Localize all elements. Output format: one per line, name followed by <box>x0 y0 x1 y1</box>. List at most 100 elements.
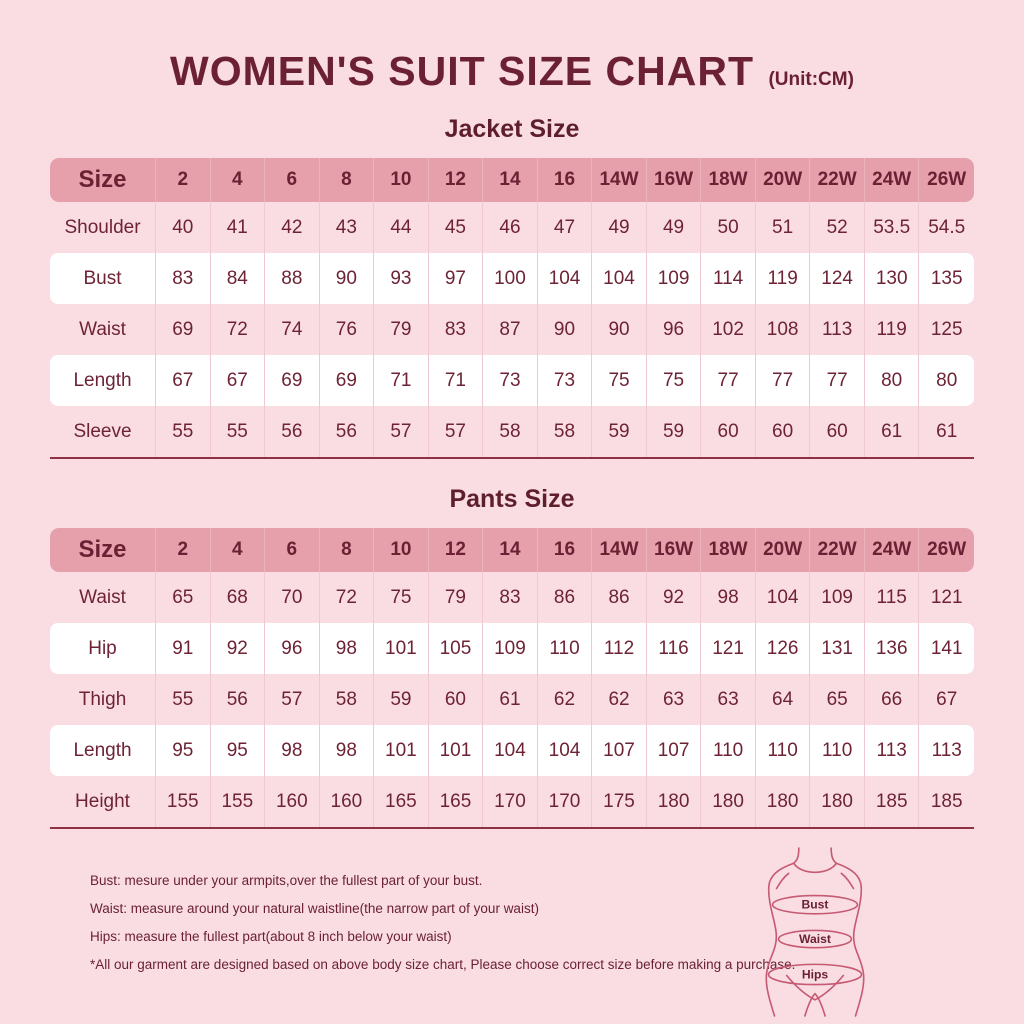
measurement-cell: 155 <box>211 776 266 827</box>
measurement-cell: 104 <box>592 253 647 304</box>
measurement-cell: 83 <box>483 572 538 623</box>
row-label-shoulder: Shoulder <box>50 202 156 253</box>
body-outline-illustration: Bust Waist Hips <box>765 847 865 1017</box>
size-header-label: Size <box>50 528 156 572</box>
row-label-waist: Waist <box>50 572 156 623</box>
measurement-cell: 64 <box>756 674 811 725</box>
size-column-header: 26W <box>919 528 974 572</box>
measurement-cell: 67 <box>936 688 958 710</box>
size-column-header: 10 <box>374 158 429 202</box>
note-waist: Waist: measure around your natural waist… <box>90 901 539 916</box>
measurement-cell: 102 <box>701 304 756 355</box>
measurement-cell: 61 <box>483 674 538 725</box>
measurement-cell: 50 <box>701 202 756 253</box>
measurement-cell: 97 <box>428 253 484 304</box>
size-column-header: 12 <box>428 158 484 202</box>
measurement-cell: 185 <box>930 790 963 812</box>
page-title: WOMEN'S SUIT SIZE CHART <box>170 48 755 94</box>
measurement-cell: 107 <box>646 725 702 776</box>
size-column-header: 4 <box>210 528 266 572</box>
measurement-cell: 59 <box>592 406 647 457</box>
measurement-cell: 49 <box>592 202 647 253</box>
size-column-header: 18W <box>701 158 756 202</box>
size-column-header: 20W <box>755 528 811 572</box>
unit-label: (Unit:CM) <box>768 69 854 90</box>
measurement-cell: 55 <box>211 406 266 457</box>
measurement-cell: 47 <box>538 202 593 253</box>
measurement-cell: 170 <box>538 776 593 827</box>
measurement-cell: 71 <box>374 355 429 406</box>
measurement-cell: 59 <box>647 406 702 457</box>
measurement-cell: 112 <box>592 623 647 674</box>
figure-waist-label: Waist <box>799 932 831 946</box>
size-column-header: 22W <box>810 158 865 202</box>
measurement-cell: 113 <box>864 725 920 776</box>
measurement-cell: 175 <box>592 776 647 827</box>
measurement-cell: 110 <box>810 725 865 776</box>
measurement-cell: 56 <box>211 674 266 725</box>
measurement-cell: 104 <box>537 725 593 776</box>
measurement-cell: 101 <box>374 623 429 674</box>
measurement-cell: 55 <box>156 674 211 725</box>
measurement-cell: 135 <box>919 253 974 304</box>
figure-bust-label: Bust <box>802 898 829 912</box>
measurement-cell: 98 <box>701 572 756 623</box>
row-label-length: Length <box>50 725 156 776</box>
measurement-cell: 49 <box>647 202 702 253</box>
measurement-cell: 86 <box>538 572 593 623</box>
row-label-height: Height <box>50 776 156 827</box>
measurement-cell: 95 <box>156 725 211 776</box>
measurement-cell: 110 <box>701 725 756 776</box>
measurement-cell: 61 <box>865 406 920 457</box>
size-column-header: 14 <box>483 528 538 572</box>
measurement-cell: 114 <box>701 253 756 304</box>
measurement-cell: 110 <box>537 623 593 674</box>
measurement-cell: 119 <box>865 304 920 355</box>
measurement-cell: 165 <box>374 776 429 827</box>
measurement-cell: 115 <box>865 572 920 623</box>
measurement-cell: 141 <box>919 623 974 674</box>
measurement-cell: 42 <box>265 202 320 253</box>
size-column-header: 24W <box>864 158 920 202</box>
measurement-cell: 43 <box>320 202 375 253</box>
measurement-cell: 124 <box>810 253 865 304</box>
measurement-cell: 41 <box>211 202 266 253</box>
size-column-header: 14 <box>483 158 538 202</box>
measurement-cell: 101 <box>374 725 429 776</box>
measurement-cell: 109 <box>483 623 538 674</box>
jacket-size-table: Size 2 4 6 8 10 12 14 16 14W 16W 18W 20W 22W 24W 26W Sho… <box>50 158 974 459</box>
measurement-cell: 98 <box>265 725 320 776</box>
measurement-cell: 113 <box>919 725 974 776</box>
measurement-cell: 80 <box>864 355 920 406</box>
measurement-cell: 45 <box>429 202 484 253</box>
measurement-cell: 57 <box>374 406 429 457</box>
measurement-cell: 55 <box>156 406 211 457</box>
measurement-cell: 109 <box>646 253 702 304</box>
measurement-cell: 101 <box>428 725 484 776</box>
measurement-cell: 125 <box>930 318 963 340</box>
size-column-header: 10 <box>374 528 429 572</box>
measurement-cell: 170 <box>483 776 538 827</box>
size-column-header: 6 <box>265 158 320 202</box>
size-column-header: 16W <box>646 158 702 202</box>
row-label-hip: Hip <box>50 623 156 674</box>
measurement-cell: 60 <box>701 406 756 457</box>
measurement-cell: 56 <box>265 406 320 457</box>
size-column-header: 26W <box>919 158 974 202</box>
measurement-cell: 67 <box>210 355 266 406</box>
size-column-header: 24W <box>864 528 920 572</box>
measurement-cell: 108 <box>756 304 811 355</box>
figure-hips-label: Hips <box>802 968 829 982</box>
row-label-bust: Bust <box>50 253 156 304</box>
body-measurement-figure: Bust Waist Hips <box>752 846 878 1018</box>
measurement-notes: Bust: mesure under your armpits,over the… <box>90 873 1024 972</box>
measurement-cell: 58 <box>483 406 538 457</box>
measurement-cell: 54.5 <box>928 216 966 238</box>
pants-section-heading: Pants Size <box>449 485 575 513</box>
page-header: WOMEN'S SUIT SIZE CHART (Unit:CM) <box>0 0 1024 95</box>
measurement-cell: 57 <box>429 406 484 457</box>
row-label-length: Length <box>50 355 156 406</box>
measurement-cell: 180 <box>756 776 811 827</box>
measurement-cell: 56 <box>320 406 375 457</box>
jacket-section-heading: Jacket Size <box>444 115 580 143</box>
